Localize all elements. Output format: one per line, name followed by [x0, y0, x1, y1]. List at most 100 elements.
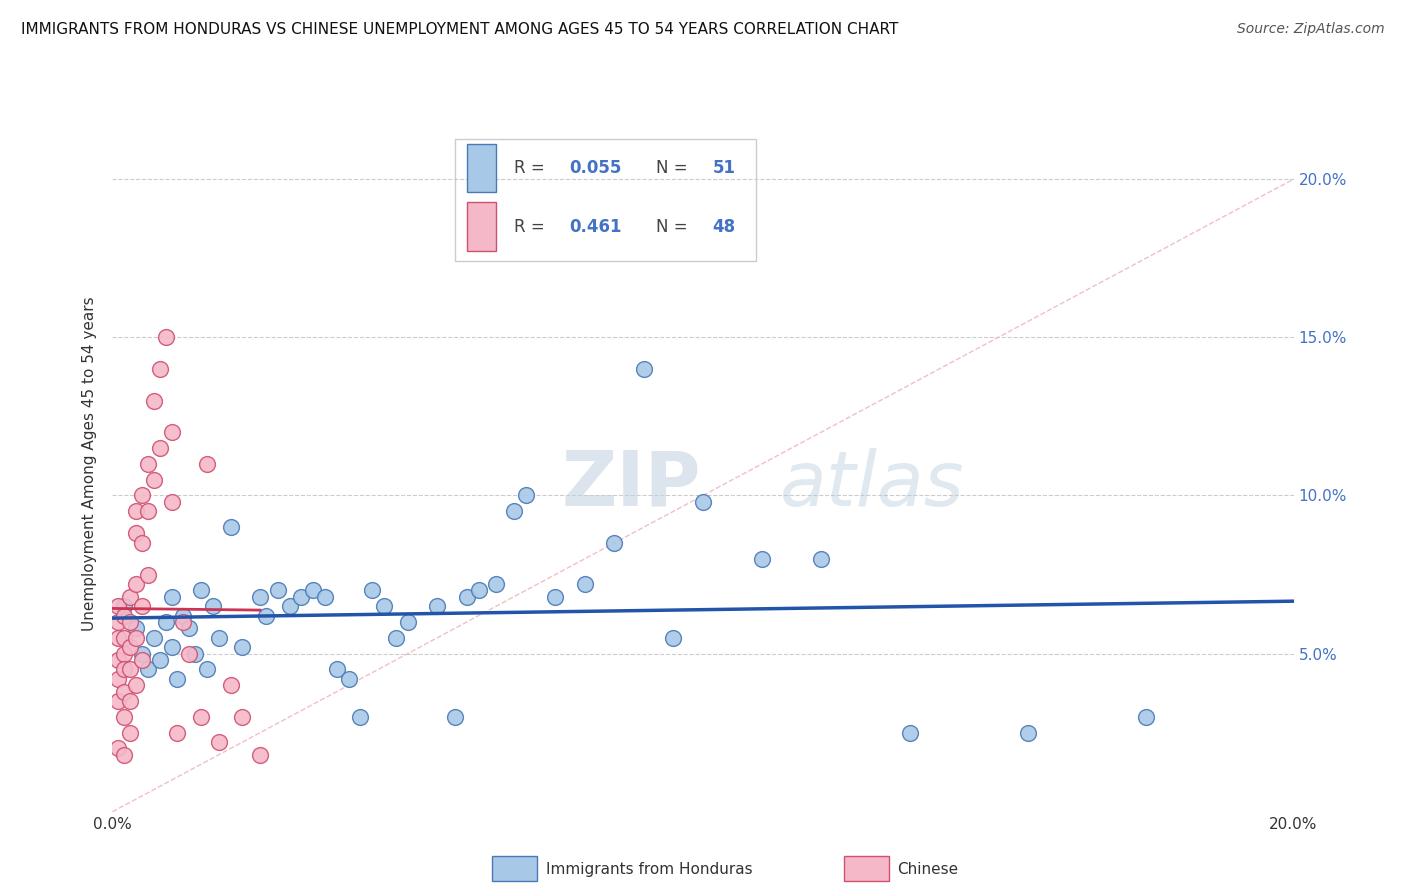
Point — [195, 457, 218, 471]
Point — [373, 599, 395, 614]
Point — [131, 599, 153, 614]
Point — [385, 631, 408, 645]
Point — [112, 608, 135, 623]
Point — [184, 647, 207, 661]
Text: atlas: atlas — [780, 448, 965, 522]
Point — [107, 653, 129, 667]
Point — [125, 577, 148, 591]
Point — [302, 583, 325, 598]
Point — [136, 504, 159, 518]
Point — [155, 330, 177, 344]
Point — [166, 725, 188, 739]
Point — [160, 495, 183, 509]
Point — [131, 488, 153, 502]
Text: R =: R = — [515, 218, 550, 235]
Point — [633, 362, 655, 376]
Point — [125, 678, 148, 692]
Point — [219, 678, 242, 692]
Text: N =: N = — [655, 159, 693, 178]
Point — [125, 621, 148, 635]
Y-axis label: Unemployment Among Ages 45 to 54 years: Unemployment Among Ages 45 to 54 years — [82, 296, 97, 632]
Text: N =: N = — [655, 218, 693, 235]
Point — [120, 725, 142, 739]
Point — [120, 694, 142, 708]
Point — [112, 684, 135, 698]
FancyBboxPatch shape — [456, 139, 756, 260]
Point — [249, 747, 271, 762]
Point — [179, 621, 201, 635]
Bar — [467, 144, 496, 193]
Point — [810, 551, 832, 566]
Point — [314, 590, 336, 604]
Point — [396, 615, 419, 629]
Point — [898, 725, 921, 739]
Point — [107, 615, 129, 629]
Text: 0.055: 0.055 — [569, 159, 621, 178]
Point — [692, 495, 714, 509]
Point — [107, 694, 129, 708]
Point — [120, 615, 142, 629]
Point — [136, 662, 159, 676]
Point — [201, 599, 224, 614]
Point — [112, 599, 135, 614]
Point — [515, 488, 537, 502]
Point — [136, 457, 159, 471]
Point — [125, 504, 148, 518]
Point — [107, 631, 129, 645]
Point — [278, 599, 301, 614]
Point — [107, 672, 129, 686]
Bar — [467, 202, 496, 251]
Point — [172, 615, 194, 629]
Point — [149, 362, 172, 376]
Point — [1017, 725, 1039, 739]
Point — [131, 536, 153, 550]
Point — [349, 710, 371, 724]
Point — [149, 441, 172, 455]
Point — [751, 551, 773, 566]
Point — [125, 631, 148, 645]
Point — [172, 608, 194, 623]
Point — [112, 747, 135, 762]
Point — [444, 710, 467, 724]
Point — [544, 590, 567, 604]
Point — [574, 577, 596, 591]
Point — [112, 647, 135, 661]
Point — [326, 662, 349, 676]
Point — [190, 710, 212, 724]
Text: 48: 48 — [713, 218, 735, 235]
Point — [160, 640, 183, 655]
Text: 51: 51 — [713, 159, 735, 178]
Point — [142, 473, 165, 487]
Text: Source: ZipAtlas.com: Source: ZipAtlas.com — [1237, 22, 1385, 37]
Point — [160, 590, 183, 604]
Point — [120, 590, 142, 604]
Point — [142, 631, 165, 645]
Text: ZIP: ZIP — [561, 448, 700, 522]
Text: Chinese: Chinese — [897, 863, 957, 877]
Point — [662, 631, 685, 645]
Point — [155, 615, 177, 629]
Point — [190, 583, 212, 598]
Point — [166, 672, 188, 686]
Point — [195, 662, 218, 676]
Point — [231, 710, 253, 724]
Text: IMMIGRANTS FROM HONDURAS VS CHINESE UNEMPLOYMENT AMONG AGES 45 TO 54 YEARS CORRE: IMMIGRANTS FROM HONDURAS VS CHINESE UNEM… — [21, 22, 898, 37]
Point — [160, 425, 183, 440]
Point — [1135, 710, 1157, 724]
Point — [149, 653, 172, 667]
Point — [112, 662, 135, 676]
Point — [485, 577, 508, 591]
Point — [125, 526, 148, 541]
Point — [231, 640, 253, 655]
Point — [107, 599, 129, 614]
Point — [267, 583, 290, 598]
Point — [467, 583, 489, 598]
Point — [142, 393, 165, 408]
Point — [426, 599, 449, 614]
Point — [249, 590, 271, 604]
Point — [337, 672, 360, 686]
Text: 0.461: 0.461 — [569, 218, 621, 235]
Point — [208, 631, 231, 645]
Point — [120, 662, 142, 676]
Point — [254, 608, 277, 623]
